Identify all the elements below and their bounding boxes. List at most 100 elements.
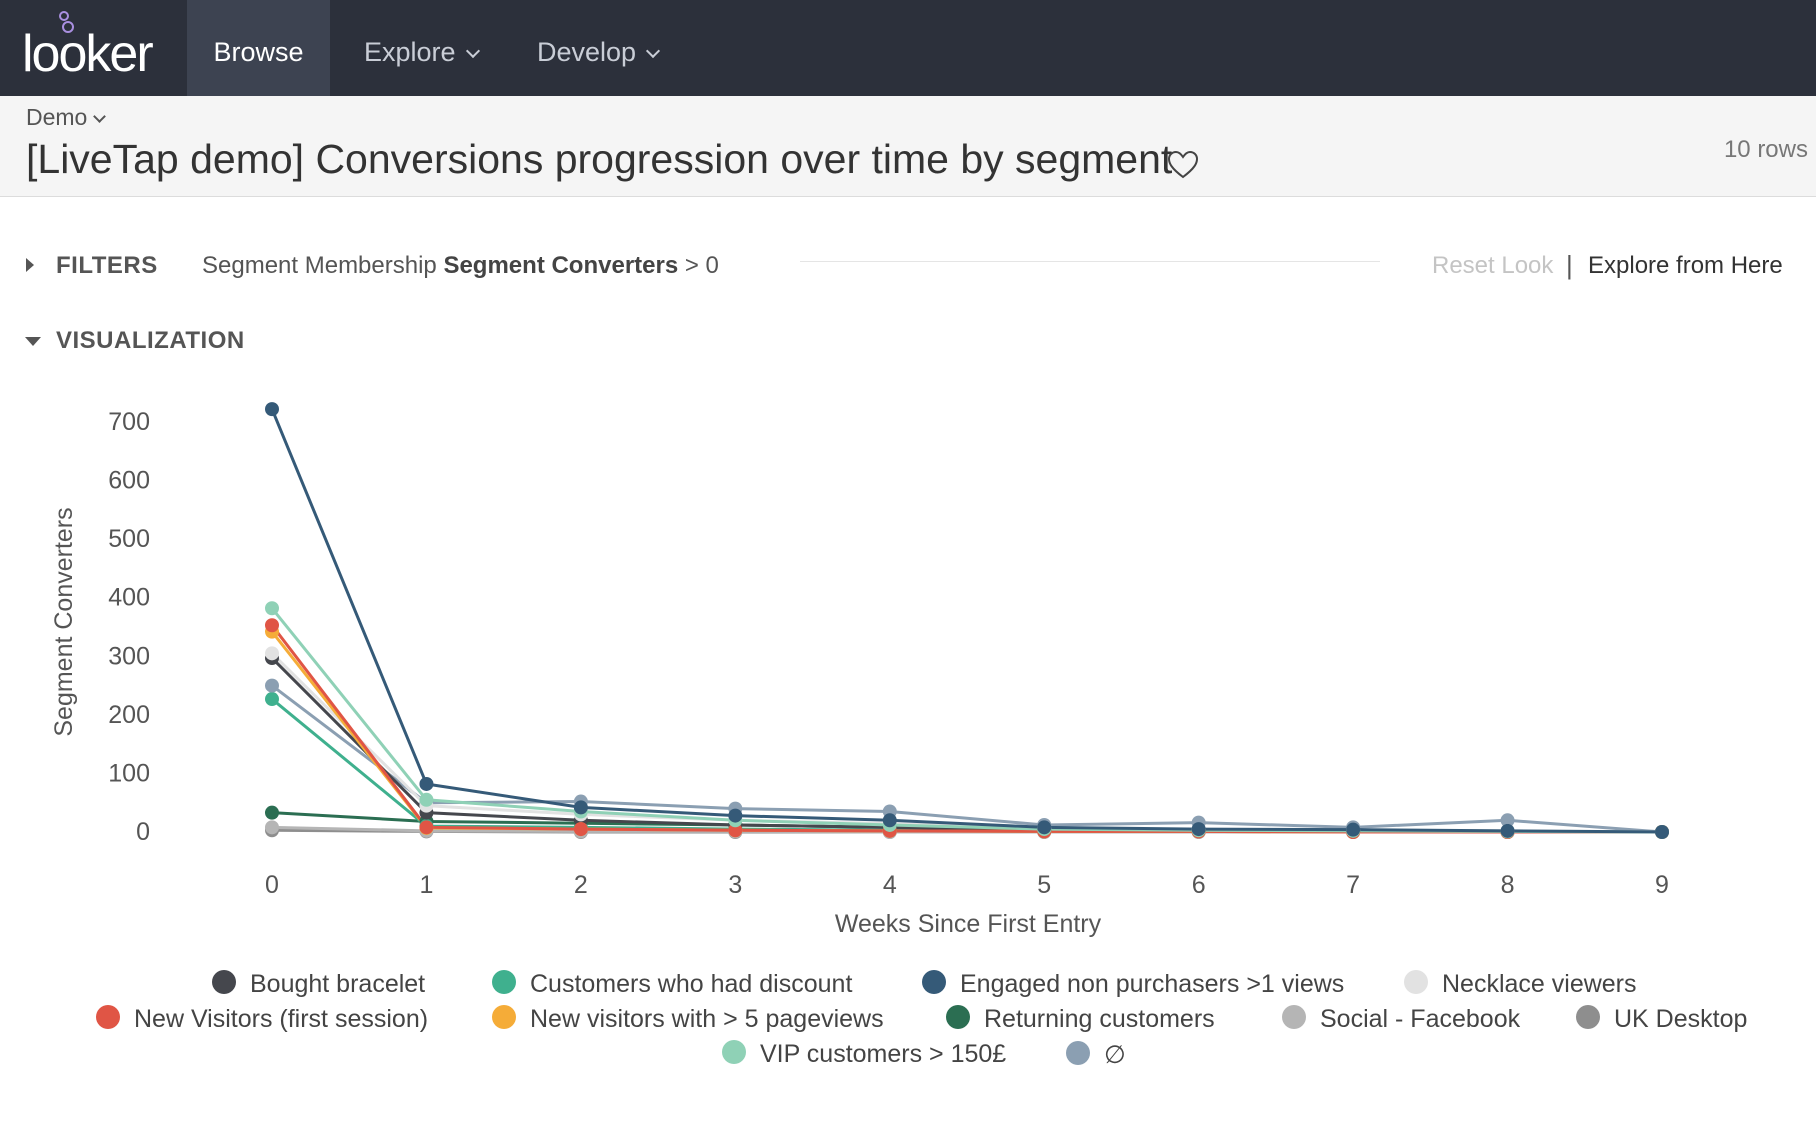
legend-label-10: ∅: [1104, 1041, 1126, 1069]
legend-item-1[interactable]: Customers who had discount: [492, 970, 852, 999]
chevron-down-icon: [93, 110, 107, 123]
data-point-2-8[interactable]: [1500, 823, 1515, 838]
legend-label-2: Engaged non purchasers >1 views: [960, 970, 1345, 998]
x-tick-label-6: 6: [1192, 871, 1206, 899]
legend-item-5[interactable]: New visitors with > 5 pageviews: [492, 1005, 884, 1034]
y-tick-label-5: 500: [108, 525, 150, 553]
series-line-1[interactable]: [271, 697, 1662, 834]
data-point-2-5[interactable]: [1037, 820, 1052, 835]
legend-swatch-6: [946, 1005, 970, 1030]
legend-label-7: Social - Facebook: [1320, 1005, 1521, 1033]
legend-item-2[interactable]: Engaged non purchasers >1 views: [922, 970, 1344, 999]
legend-item-6[interactable]: Returning customers: [946, 1005, 1215, 1034]
legend-swatch-7: [1282, 1005, 1306, 1030]
filters-toggle[interactable]: FILTERS: [56, 252, 158, 279]
legend-item-3[interactable]: Necklace viewers: [1404, 970, 1637, 999]
data-point-2-2[interactable]: [573, 800, 588, 815]
x-tick-label-0: 0: [265, 871, 279, 899]
y-tick-label-7: 700: [108, 408, 150, 436]
legend-label-9: VIP customers > 150£: [760, 1040, 1007, 1068]
x-tick-label-1: 1: [419, 871, 433, 899]
filter-condition: > 0: [678, 252, 719, 279]
legend-swatch-9: [722, 1040, 746, 1065]
legend-item-4[interactable]: New Visitors (first session): [96, 1005, 428, 1034]
series-line-0[interactable]: [270, 656, 1663, 834]
legend-label-1: Customers who had discount: [530, 970, 853, 998]
chevron-down-icon: [465, 43, 480, 59]
breadcrumb[interactable]: Demo: [26, 104, 107, 131]
legend-item-0[interactable]: Bought bracelet: [212, 970, 425, 999]
x-tick-label-7: 7: [1346, 871, 1360, 899]
legend-label-5: New visitors with > 5 pageviews: [530, 1005, 884, 1033]
data-point-2-1[interactable]: [419, 776, 434, 791]
nav-explore[interactable]: Explore: [364, 0, 480, 96]
data-point-4-0[interactable]: [265, 618, 279, 633]
breadcrumb-label: Demo: [26, 104, 88, 130]
filter-view-name: Segment Membership: [202, 252, 444, 279]
data-point-9-0[interactable]: [265, 601, 279, 616]
data-point-1-0[interactable]: [265, 692, 279, 707]
nav-browse[interactable]: Browse: [187, 0, 330, 96]
data-point-4-1[interactable]: [419, 820, 434, 835]
legend-swatch-8: [1576, 1005, 1600, 1030]
data-point-7-0[interactable]: [265, 820, 279, 835]
nav-develop-label: Develop: [537, 37, 637, 67]
y-tick-label-1: 100: [108, 759, 150, 787]
top-navigation-bar: looker Browse Explore Develop: [0, 0, 1816, 96]
heart-icon[interactable]: [1166, 148, 1200, 182]
caret-down-icon[interactable]: [25, 337, 41, 346]
reset-look-link[interactable]: Reset Look: [1432, 252, 1554, 279]
visualization-toggle[interactable]: VISUALIZATION: [56, 327, 245, 354]
look-header: Demo [LiveTap demo] Conversions progress…: [0, 96, 1816, 197]
series-line-2[interactable]: [270, 408, 1663, 834]
x-tick-label-3: 3: [728, 871, 742, 899]
y-tick-label-3: 300: [108, 642, 150, 670]
data-point-2-7[interactable]: [1346, 822, 1361, 837]
data-point-2-4[interactable]: [882, 813, 897, 828]
x-tick-label-2: 2: [574, 871, 588, 899]
data-point-3-0[interactable]: [265, 646, 279, 661]
data-point-9-1[interactable]: [419, 792, 434, 807]
x-tick-label-5: 5: [1037, 871, 1051, 899]
legend-label-8: UK Desktop: [1614, 1005, 1748, 1033]
chart-legend: Bought bracelet Customers who had discoun…: [0, 970, 1816, 1120]
divider: [800, 261, 1380, 262]
legend-label-0: Bought bracelet: [250, 970, 426, 998]
legend-swatch-5: [492, 1005, 516, 1030]
y-tick-label-0: 0: [136, 818, 150, 846]
data-point-2-6[interactable]: [1191, 822, 1206, 837]
data-point-6-0[interactable]: [265, 805, 279, 820]
y-tick-label-4: 400: [108, 584, 150, 612]
legend-swatch-2: [922, 970, 946, 995]
data-point-2-9[interactable]: [1655, 825, 1669, 839]
line-chart: 0 100 200 300 400 500 600 700 0 1 2 3 4 5 6 7 8 9 Segmen…: [50, 402, 1669, 938]
caret-right-icon[interactable]: [26, 258, 34, 272]
data-point-2-3[interactable]: [728, 808, 743, 823]
x-tick-label-9: 9: [1655, 871, 1669, 899]
data-point-10-8[interactable]: [1500, 813, 1515, 828]
y-tick-label-6: 600: [108, 467, 150, 495]
legend-item-9[interactable]: VIP customers > 150£: [722, 1040, 1006, 1069]
data-point-4-3[interactable]: [728, 823, 743, 838]
data-point-4-2[interactable]: [573, 822, 588, 837]
page-title: [LiveTap demo] Conversions progression o…: [26, 136, 1173, 182]
series-line-9[interactable]: [270, 607, 1663, 834]
data-point-10-0[interactable]: [265, 678, 279, 693]
filter-summary[interactable]: Segment Membership Segment Converters > …: [202, 252, 719, 280]
legend-label-3: Necklace viewers: [1442, 970, 1637, 998]
legend-item-10[interactable]: ∅: [1066, 1040, 1126, 1070]
legend-swatch-1: [492, 970, 516, 995]
legend-item-8[interactable]: UK Desktop: [1576, 1005, 1747, 1034]
nav-browse-label: Browse: [213, 37, 304, 67]
data-point-2-0[interactable]: [265, 402, 279, 417]
legend-label-6: Returning customers: [984, 1005, 1215, 1033]
explore-from-here-link[interactable]: Explore from Here: [1588, 252, 1783, 279]
legend-item-7[interactable]: Social - Facebook: [1282, 1005, 1520, 1034]
legend-label-4: New Visitors (first session): [134, 1005, 429, 1033]
legend-swatch-3: [1404, 970, 1428, 995]
x-tick-label-8: 8: [1501, 871, 1515, 899]
nav-explore-label: Explore: [364, 37, 456, 67]
nav-develop[interactable]: Develop: [537, 0, 661, 96]
looker-logo[interactable]: looker: [22, 11, 182, 83]
series-line-10[interactable]: [271, 684, 1663, 834]
